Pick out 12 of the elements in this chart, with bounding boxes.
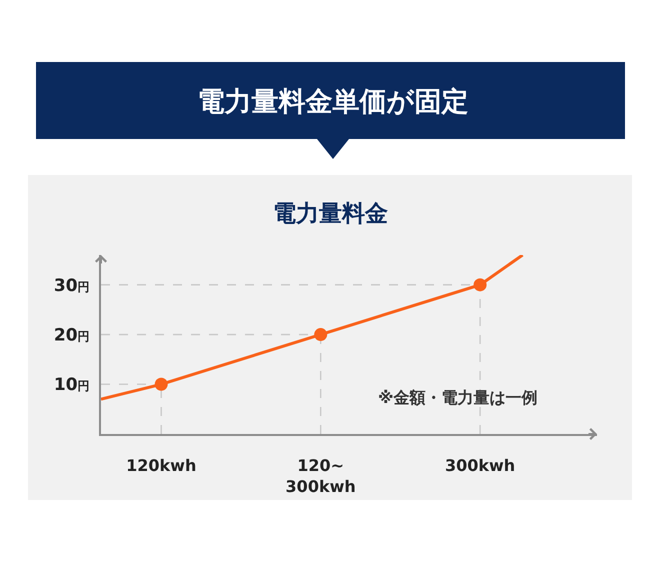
y-tick-label: 10円 [54,375,90,396]
y-tick-label: 30円 [54,276,90,296]
y-tick-label: 20円 [54,326,90,346]
x-tick-label: 120~ 300kwh [286,456,356,496]
chart-subtitle: 電力量料金 [273,201,388,227]
x-tick-label: 300kwh [444,456,516,476]
point [314,328,328,342]
x-tick-label: 120kwh [126,456,196,476]
chart-title: 電力量料金単価が固定 [198,86,468,118]
point [474,278,487,292]
annotation: ※金額・電力量は一例 [378,388,538,407]
point [154,378,168,391]
